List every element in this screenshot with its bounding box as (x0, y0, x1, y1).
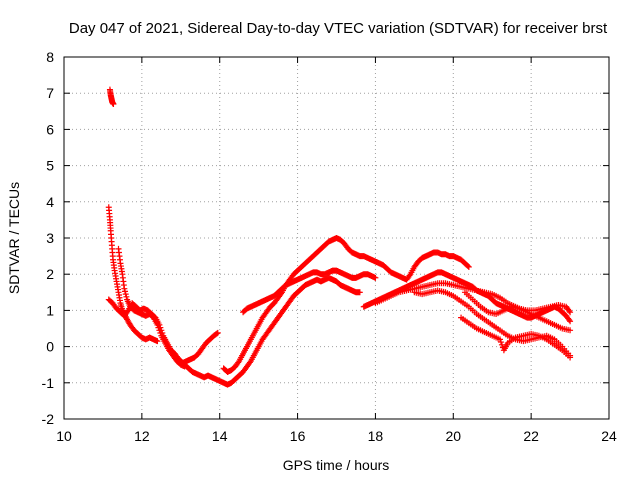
y-tick-label: 2 (46, 266, 54, 282)
x-tick-label: 18 (368, 428, 384, 444)
data-point (372, 274, 379, 281)
data-point (156, 321, 163, 328)
data-point (159, 330, 166, 337)
data-point (122, 288, 129, 295)
y-tick-label: -2 (42, 411, 55, 427)
y-tick-label: 3 (46, 230, 54, 246)
series-track-afternoon-mid (240, 267, 379, 316)
series-track-morning-dip (177, 274, 363, 388)
data-point (566, 316, 573, 323)
data-point (567, 354, 574, 361)
data-point (406, 272, 413, 279)
data-point (567, 309, 574, 316)
x-tick-label: 16 (290, 428, 306, 444)
x-tick-label: 24 (601, 428, 617, 444)
data-point (158, 327, 165, 334)
data-point (121, 285, 128, 292)
chart-title: Day 047 of 2021, Sidereal Day-to-day VTE… (69, 20, 608, 37)
data-point (213, 330, 220, 337)
series-track-evening-bottom (458, 314, 574, 361)
x-tick-label: 14 (212, 428, 228, 444)
data-point (567, 327, 574, 334)
series-track-afternoon-peak (220, 235, 472, 375)
data-point (465, 263, 472, 270)
y-axis-label: SDTVAR / TECUs (6, 182, 22, 294)
y-tick-label: 4 (46, 194, 54, 210)
data-point (123, 293, 130, 300)
data-point (124, 308, 131, 315)
y-tick-label: 6 (46, 121, 54, 137)
data-point (235, 359, 242, 366)
y-tick-label: 8 (46, 49, 54, 65)
data-point (246, 359, 253, 366)
y-tick-label: 1 (46, 302, 54, 318)
data-point (497, 339, 504, 346)
data-point (122, 291, 129, 298)
y-tick-label: 7 (46, 85, 54, 101)
series-track-early-high (105, 204, 161, 345)
data-points (105, 86, 574, 388)
series-track-evening-drop (461, 289, 574, 318)
y-tick-label: 5 (46, 158, 54, 174)
data-point (497, 336, 503, 343)
series-track-early-spike (106, 86, 117, 108)
y-tick-label: -1 (42, 375, 55, 391)
data-point (110, 101, 117, 108)
series-track-early-low (105, 296, 221, 366)
data-point (356, 289, 363, 296)
x-tick-label: 20 (445, 428, 461, 444)
x-tick-label: 10 (56, 428, 72, 444)
data-point (157, 324, 164, 331)
series-track-early-mid (115, 245, 188, 370)
data-point (154, 338, 161, 345)
data-point (214, 329, 221, 336)
data-point (566, 307, 573, 314)
data-point (567, 318, 574, 325)
x-tick-label: 12 (134, 428, 150, 444)
x-tick-label: 22 (523, 428, 539, 444)
y-tick-label: 0 (46, 339, 54, 355)
x-axis-label: GPS time / hours (283, 457, 390, 473)
data-point (464, 263, 471, 270)
